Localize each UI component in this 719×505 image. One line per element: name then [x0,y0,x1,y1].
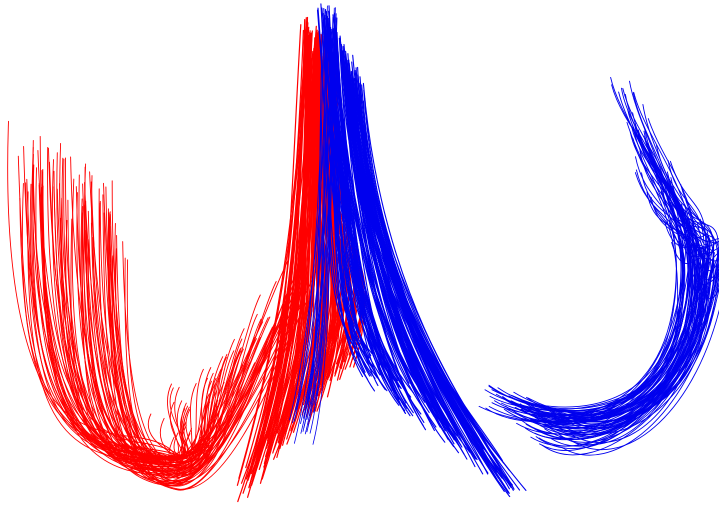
fiber-strand [355,103,509,494]
fiber-strand [41,183,212,476]
fiber-strand [53,170,210,466]
fiber-strand [114,222,278,476]
left-u-bundle [7,120,319,491]
fiber-strand [333,53,422,415]
fiber-strand [347,88,484,475]
fiber-strand [290,45,318,430]
fiber-strand [306,19,329,405]
fiber-strand [538,193,719,424]
fiber-strand [257,29,307,456]
fiber-strand [115,248,306,472]
fiber-strand [560,252,719,427]
fiber-strand [82,212,235,461]
fiber-strand [304,28,336,435]
fiber-strand [362,82,510,471]
fiber-strand [515,201,694,417]
fiber-strand [279,42,317,428]
fiber-strand [107,208,291,476]
fiber-strand [550,225,719,447]
fiber-strand [292,14,326,424]
fiber-strand [358,105,527,491]
fiber-strand [122,241,305,470]
fiber-strand [570,249,709,444]
fiber-strand [541,210,710,433]
right-u-bundle [478,76,719,456]
fiber-strand [364,98,514,491]
fiber-strand [70,218,214,472]
fiber-strand [508,156,686,411]
fiber-strand [331,46,411,413]
fiber-strand [549,235,710,425]
fiber-strand [343,71,462,446]
central-blue-bundle [289,3,527,498]
fiber-strand [300,17,338,424]
fiber-strand [562,262,719,435]
fiber-strand [559,222,708,446]
fiber-strand [263,34,308,465]
fiber-strand [573,252,715,429]
fiber-strand [295,5,328,410]
fiber-strand [561,282,719,456]
fiber-strand [354,84,499,465]
fiber-strand [306,16,337,433]
fiber-strand [330,45,408,409]
fiber-strand [362,100,512,486]
fiber-strand [98,202,295,478]
fiber-strand [251,21,307,465]
fiber-strand [342,50,446,443]
fiber-strand [313,7,335,413]
fiber-strand [60,197,227,475]
fiber-strand [116,235,306,469]
fiber-strand [303,21,323,419]
fiber-strand [541,218,719,456]
fiber-strand [559,214,710,443]
fiber-strand [289,11,330,421]
